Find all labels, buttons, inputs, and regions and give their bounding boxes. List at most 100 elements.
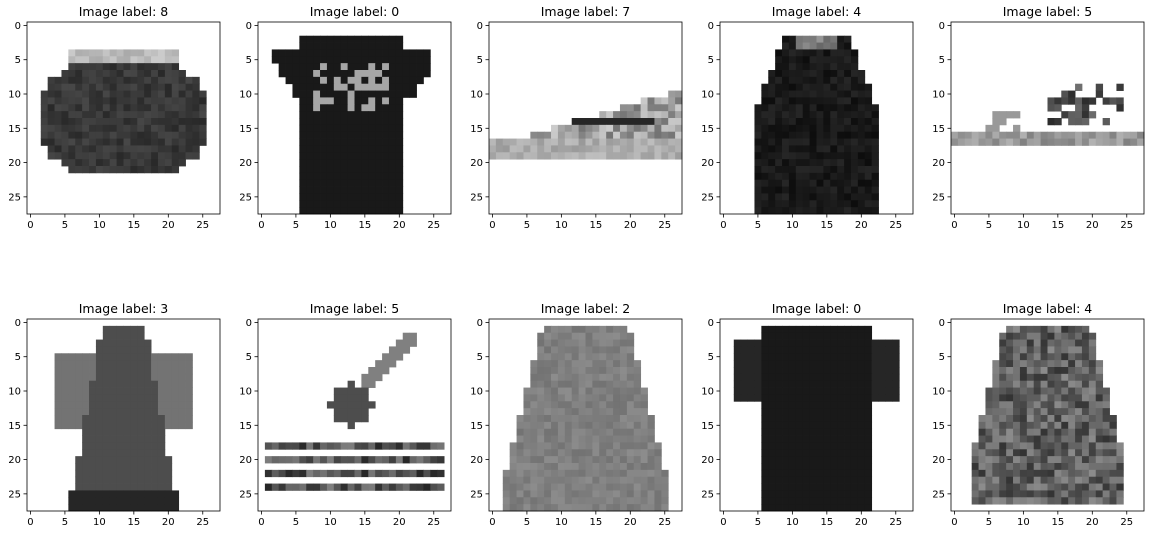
heatmap-cell	[1019, 408, 1028, 416]
heatmap-cell	[347, 442, 355, 450]
heatmap-cell	[544, 428, 552, 436]
heatmap-cell	[571, 408, 580, 416]
heatmap-cell	[1102, 408, 1110, 416]
heatmap-cell	[768, 325, 776, 334]
heatmap-cell	[299, 70, 307, 78]
heatmap-cell	[375, 35, 383, 43]
heatmap-cell	[816, 442, 824, 450]
heatmap-cell	[151, 504, 159, 512]
heatmap-cell	[75, 124, 83, 133]
heatmap-cell	[75, 504, 83, 512]
heatmap-cell	[82, 394, 90, 402]
heatmap-cell	[1109, 421, 1117, 430]
heatmap-cell	[151, 421, 159, 430]
heatmap-cell	[75, 90, 83, 98]
heatmap-cell	[313, 172, 321, 181]
heatmap-cell	[137, 456, 145, 464]
heatmap-cell	[95, 131, 104, 139]
heatmap-cell	[1026, 421, 1035, 430]
heatmap-cell	[185, 111, 193, 119]
heatmap-cell	[523, 490, 531, 498]
heatmap-cell	[388, 35, 397, 43]
heatmap-cell	[402, 76, 411, 85]
heatmap-cell	[375, 70, 383, 78]
heatmap-cell	[1047, 353, 1055, 361]
heatmap-cell	[164, 401, 173, 409]
heatmap-cell	[1102, 449, 1110, 457]
heatmap-cell	[144, 104, 152, 112]
heatmap-cell	[1033, 332, 1042, 340]
heatmap-cell	[619, 463, 628, 471]
heatmap-cell	[850, 408, 859, 416]
heatmap-cell	[82, 497, 90, 505]
heatmap-cell	[347, 63, 355, 71]
heatmap-cell	[795, 76, 804, 85]
panel-title: Image label: 8	[79, 4, 169, 19]
heatmap-cell	[999, 408, 1007, 416]
heatmap-cell	[823, 421, 831, 430]
heatmap-cell	[109, 408, 118, 416]
heatmap-cell	[830, 442, 838, 450]
heatmap-cell	[844, 367, 852, 375]
heatmap-cell	[109, 367, 118, 375]
heatmap-cell	[999, 483, 1007, 491]
heatmap-cell	[340, 200, 349, 208]
heatmap-cell	[75, 380, 83, 388]
heatmap-cell	[388, 111, 397, 119]
heatmap-cell	[782, 332, 790, 340]
heatmap-cell	[116, 56, 124, 64]
heatmap-cell	[1026, 325, 1035, 334]
heatmap-cell	[61, 111, 69, 119]
heatmap-cell	[761, 428, 769, 436]
heatmap-cell	[1068, 353, 1076, 361]
heatmap-cell	[837, 476, 845, 484]
heatmap-cell	[985, 394, 993, 402]
heatmap-cell	[768, 483, 776, 491]
heatmap-cell	[278, 456, 286, 464]
heatmap-cell	[82, 111, 90, 119]
heatmap-cell	[864, 145, 873, 153]
heatmap-cell	[144, 63, 152, 71]
heatmap-cell	[354, 97, 362, 105]
heatmap-cell	[606, 504, 614, 512]
heatmap-cell	[523, 387, 531, 395]
heatmap-cell	[788, 124, 797, 133]
heatmap-cell	[1061, 469, 1069, 478]
heatmap-cell	[626, 124, 635, 133]
heatmap-cell	[647, 111, 655, 119]
heatmap-cell	[402, 56, 411, 64]
heatmap-cell	[530, 442, 538, 450]
heatmap-cell	[592, 483, 600, 491]
heatmap-cell	[578, 456, 586, 464]
heatmap-cell	[754, 353, 762, 361]
heatmap-cell	[599, 380, 607, 388]
heatmap-cell	[502, 497, 511, 505]
heatmap-cell	[768, 70, 776, 78]
heatmap-cell	[802, 186, 811, 194]
heatmap-cell	[530, 401, 538, 409]
heatmap-cell	[388, 483, 397, 491]
heatmap-cell	[361, 42, 369, 50]
heatmap-cell	[782, 179, 790, 187]
heatmap-cell	[802, 111, 811, 119]
heatmap-cell	[530, 435, 538, 443]
heatmap-cell	[382, 200, 390, 208]
heatmap-cell	[978, 463, 986, 471]
heatmap-cell	[878, 360, 886, 368]
heatmap-cell	[1102, 490, 1110, 498]
heatmap-cell	[1006, 353, 1014, 361]
heatmap-cell	[830, 380, 838, 388]
heatmap-cell	[144, 83, 152, 91]
heatmap-cell	[1116, 83, 1124, 91]
heatmap-cell	[185, 152, 193, 160]
heatmap-cell	[1095, 415, 1104, 423]
heatmap-cell	[871, 131, 879, 139]
heatmap-cell	[95, 408, 104, 416]
heatmap-cell	[626, 387, 635, 395]
heatmap-cell	[978, 483, 986, 491]
heatmap-cell	[1054, 476, 1062, 484]
heatmap-cell	[551, 476, 559, 484]
heatmap-cell	[816, 193, 824, 201]
heatmap-cell	[823, 49, 831, 57]
